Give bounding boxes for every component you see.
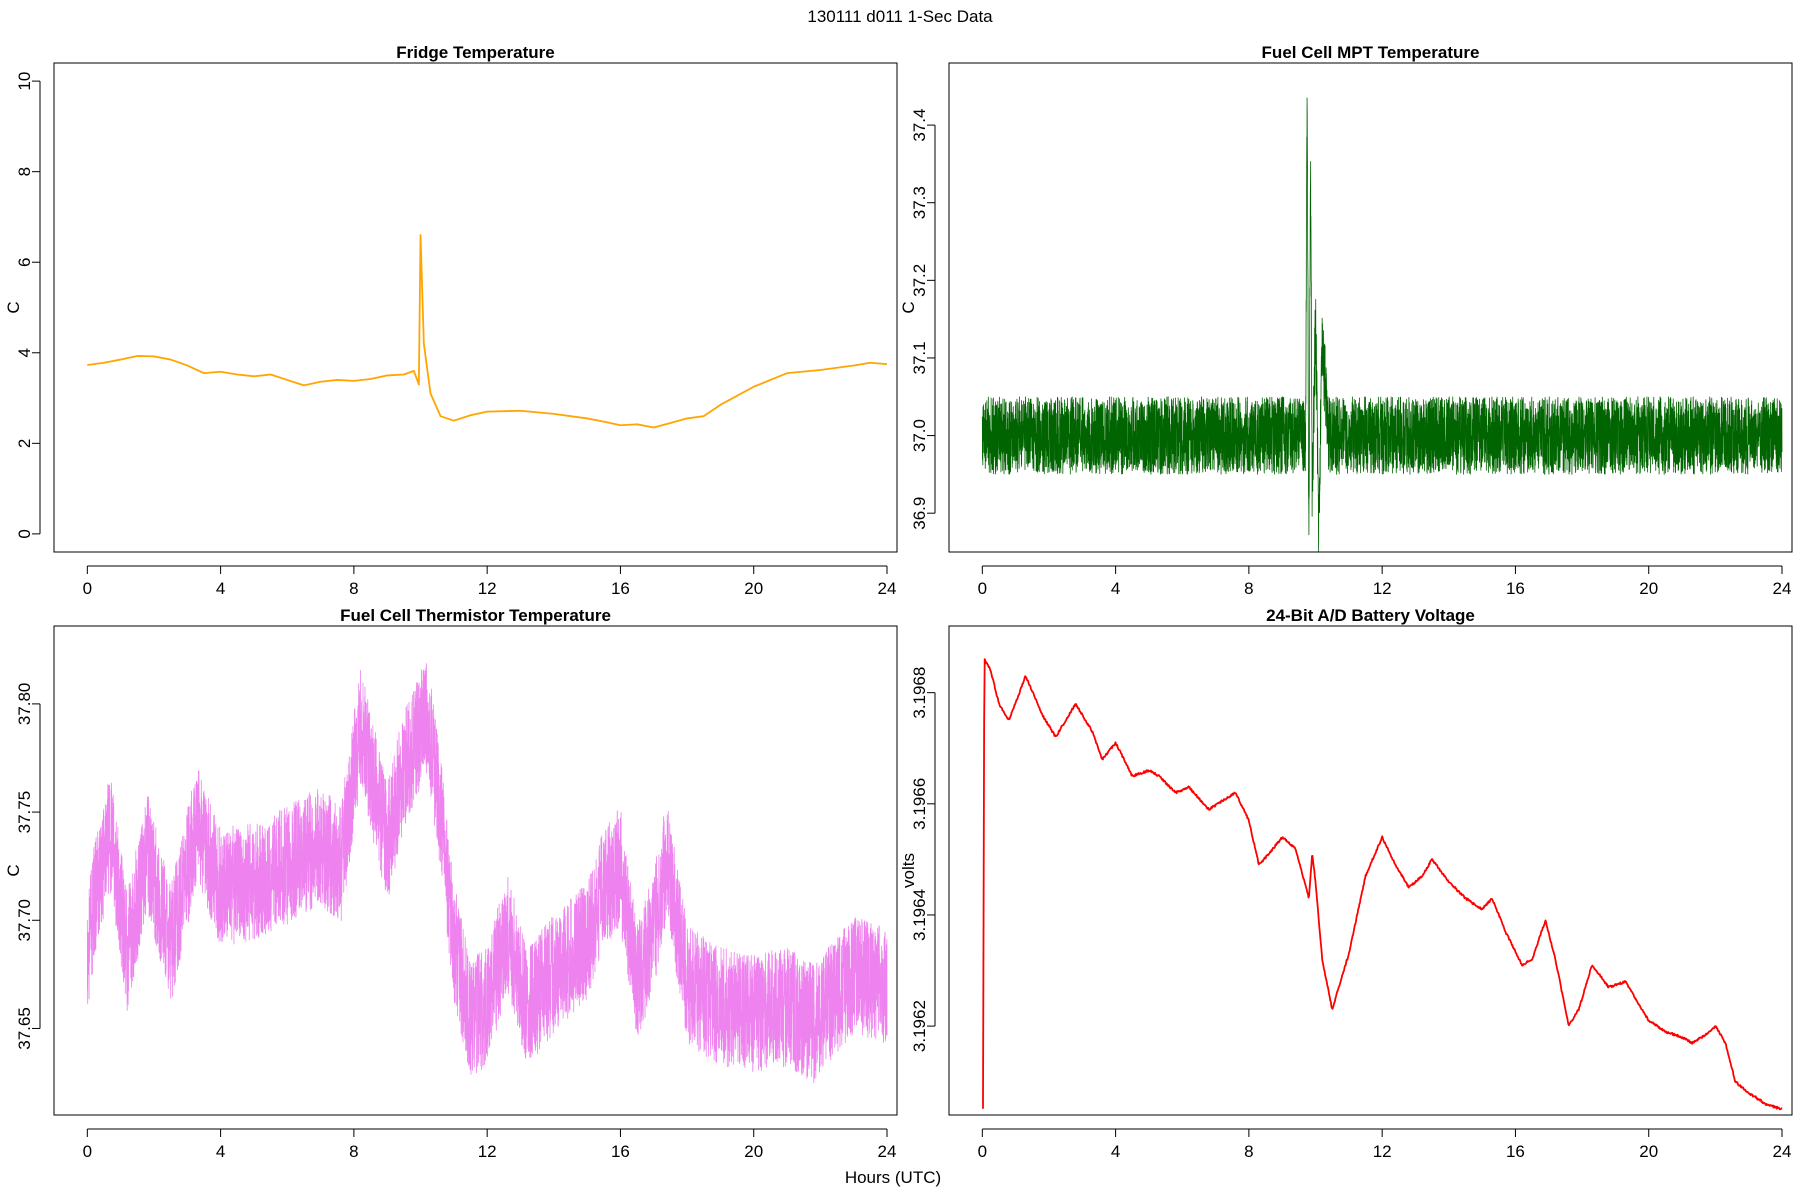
x-tick-label: 12 bbox=[478, 579, 497, 598]
x-tick-label: 16 bbox=[1506, 579, 1525, 598]
x-tick-label: 8 bbox=[349, 579, 358, 598]
y-tick-label: 37.3 bbox=[910, 186, 929, 219]
plot-frame bbox=[948, 625, 1793, 1116]
y-axis-label: C bbox=[4, 301, 23, 313]
y-tick-label: 4 bbox=[15, 348, 34, 357]
x-tick-label: 20 bbox=[744, 579, 763, 598]
series-line bbox=[981, 97, 1783, 552]
x-tick-label: 24 bbox=[1773, 579, 1792, 598]
y-tick-label: 37.65 bbox=[15, 1007, 34, 1050]
x-tick-label: 4 bbox=[1111, 579, 1120, 598]
panel-title: Fridge Temperature bbox=[396, 43, 554, 62]
y-tick-label: 0 bbox=[15, 529, 34, 538]
y-tick-label: 3.1962 bbox=[910, 1000, 929, 1052]
x-tick-label: 4 bbox=[216, 579, 225, 598]
plot-frame bbox=[53, 625, 898, 1116]
x-tick-label: 0 bbox=[83, 1142, 92, 1161]
y-tick-label: 3.1964 bbox=[910, 889, 929, 941]
x-tick-label: 20 bbox=[744, 1142, 763, 1161]
x-tick-label: 0 bbox=[83, 579, 92, 598]
plot-frame bbox=[53, 62, 898, 553]
y-tick-label: 3.1966 bbox=[910, 778, 929, 830]
panel-title: 24-Bit A/D Battery Voltage bbox=[1266, 606, 1475, 625]
x-tick-label: 24 bbox=[1773, 1142, 1792, 1161]
y-tick-label: 37.1 bbox=[910, 341, 929, 374]
series-line bbox=[982, 658, 1783, 1111]
series-line bbox=[87, 234, 888, 429]
y-tick-label: 37.75 bbox=[15, 791, 34, 834]
x-tick-label: 20 bbox=[1639, 579, 1658, 598]
y-tick-label: 37.4 bbox=[910, 109, 929, 142]
y-tick-label: 36.9 bbox=[910, 497, 929, 530]
y-tick-label: 6 bbox=[15, 257, 34, 266]
x-tick-label: 8 bbox=[349, 1142, 358, 1161]
x-tick-label: 8 bbox=[1244, 579, 1253, 598]
x-tick-label: 0 bbox=[978, 579, 987, 598]
x-tick-label: 12 bbox=[478, 1142, 497, 1161]
x-tick-label: 16 bbox=[1506, 1142, 1525, 1161]
x-tick-label: 24 bbox=[878, 579, 897, 598]
plot-frame bbox=[948, 62, 1793, 553]
series-line bbox=[86, 663, 888, 1084]
x-tick-label: 12 bbox=[1373, 1142, 1392, 1161]
y-axis-label: C bbox=[4, 864, 23, 876]
panel-title: Fuel Cell MPT Temperature bbox=[1262, 43, 1480, 62]
battery-voltage-chart: 24-Bit A/D Battery Voltage volts 0 4 8 12 16… bbox=[899, 606, 1793, 1161]
x-tick-label: 4 bbox=[216, 1142, 225, 1161]
y-tick-label: 10 bbox=[15, 72, 34, 91]
y-tick-label: 37.2 bbox=[910, 264, 929, 297]
y-axis-label: volts bbox=[899, 853, 918, 888]
x-tick-label: 4 bbox=[1111, 1142, 1120, 1161]
x-tick-label: 16 bbox=[611, 1142, 630, 1161]
x-tick-label: 20 bbox=[1639, 1142, 1658, 1161]
y-tick-label: 37.70 bbox=[15, 899, 34, 942]
panel-title: Fuel Cell Thermistor Temperature bbox=[340, 606, 611, 625]
x-tick-label: 8 bbox=[1244, 1142, 1253, 1161]
y-tick-label: 8 bbox=[15, 167, 34, 176]
x-tick-label: 24 bbox=[878, 1142, 897, 1161]
y-axis-label: C bbox=[899, 301, 918, 313]
y-tick-label: 37.80 bbox=[15, 683, 34, 726]
y-tick-label: 37.0 bbox=[910, 419, 929, 452]
x-tick-label: 12 bbox=[1373, 579, 1392, 598]
fuel-cell-thermistor-temperature-chart: Fuel Cell Thermistor Temperature C 0 4 8 12… bbox=[4, 606, 898, 1161]
y-tick-label: 3.1968 bbox=[910, 667, 929, 719]
figure-xlabel: Hours (UTC) bbox=[845, 1168, 941, 1187]
x-tick-label: 0 bbox=[978, 1142, 987, 1161]
figure-title: 130111 d011 1-Sec Data bbox=[807, 7, 993, 26]
y-tick-label: 2 bbox=[15, 439, 34, 448]
fuel-cell-mpt-temperature-chart: Fuel Cell MPT Temperature C 0 4 8 12 16 20 24 3… bbox=[899, 43, 1793, 598]
x-tick-label: 16 bbox=[611, 579, 630, 598]
